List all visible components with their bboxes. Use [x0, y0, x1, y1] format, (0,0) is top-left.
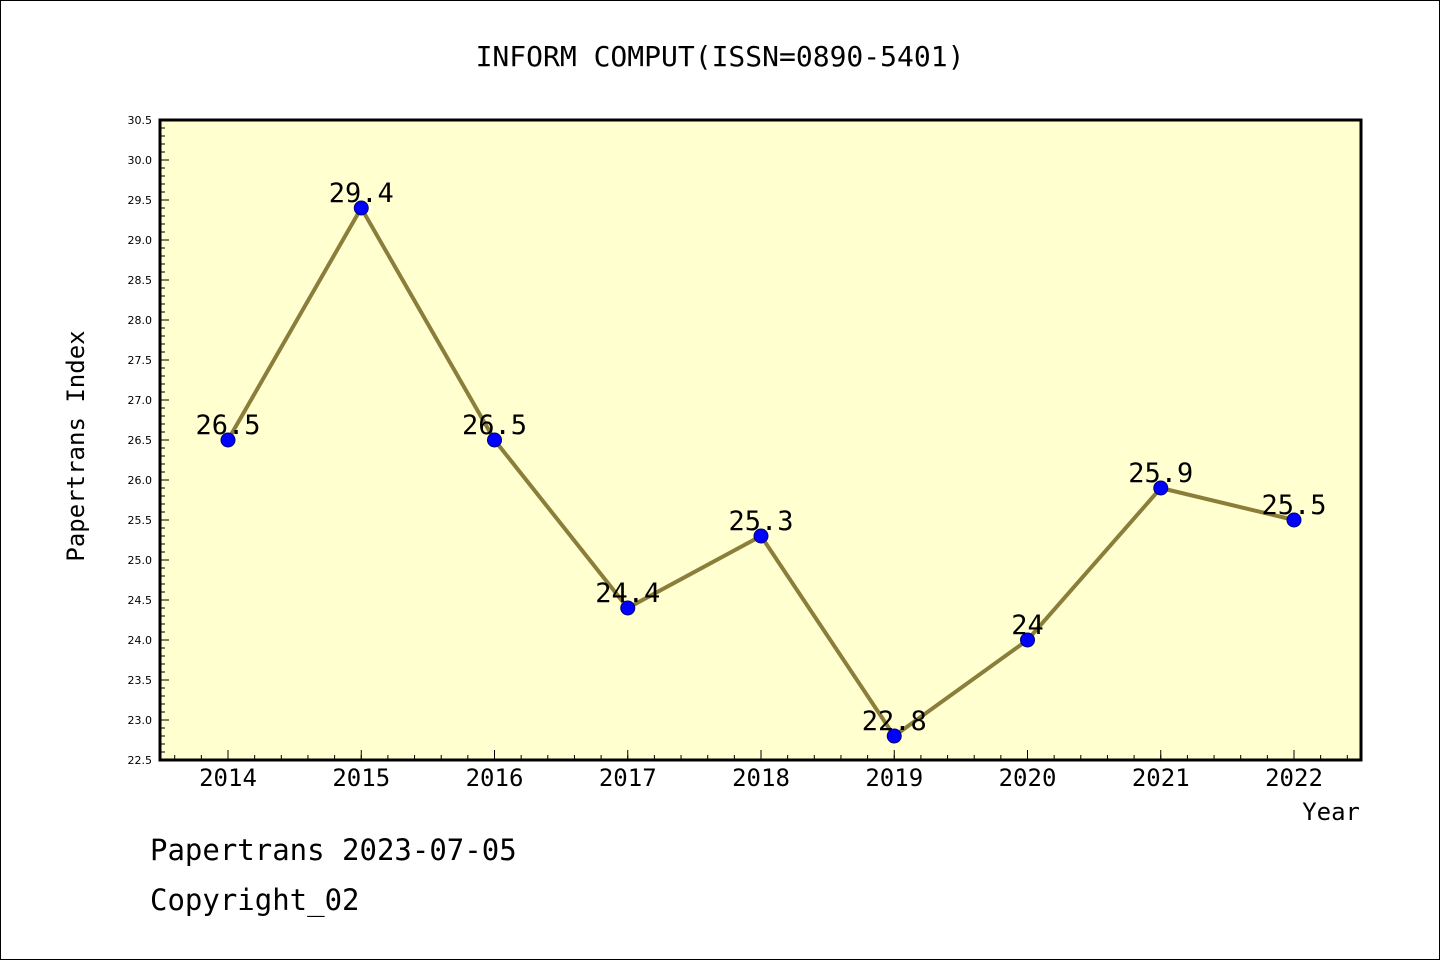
footer-date: Papertrans 2023-07-05 [150, 833, 517, 867]
y-tick-label: 26.5 [128, 434, 153, 447]
y-axis-label: Papertrans Index [62, 330, 90, 561]
y-tick-label: 26.0 [128, 474, 153, 487]
x-tick-label: 2022 [1265, 764, 1323, 792]
data-point [886, 728, 902, 744]
data-label: 25.9 [1128, 458, 1193, 489]
data-label: 25.5 [1261, 490, 1326, 521]
y-tick-label: 30.5 [128, 114, 153, 127]
y-tick-label: 23.0 [128, 714, 153, 727]
x-tick-label: 2016 [466, 764, 524, 792]
x-tick-label: 2015 [332, 764, 390, 792]
data-label: 29.4 [329, 178, 394, 209]
y-tick-label: 24.5 [128, 594, 153, 607]
y-axis: 22.5 23.0 23.5 24.0 24.5 25.0 25.5 26.0 26.5 27.0… [128, 114, 169, 767]
chart-title: INFORM COMPUT(ISSN=0890-5401) [476, 40, 965, 73]
y-tick-label: 25.0 [128, 554, 153, 567]
data-point [1153, 480, 1169, 496]
footer-copyright: Copyright_02 [150, 883, 360, 917]
x-tick-label: 2014 [199, 764, 257, 792]
data-label: 26.5 [462, 410, 527, 441]
x-tick-label: 2021 [1132, 764, 1190, 792]
y-tick-label: 25.5 [128, 514, 153, 527]
data-point [353, 200, 369, 216]
data-label: 26.5 [195, 410, 260, 441]
y-tick-label: 29.5 [128, 194, 153, 207]
data-label: 24 [1011, 610, 1044, 641]
data-label: 22.8 [862, 706, 927, 737]
x-tick-label: 2018 [732, 764, 790, 792]
y-tick-label: 27.5 [128, 354, 153, 367]
y-tick-label: 28.5 [128, 274, 153, 287]
data-point [1020, 632, 1035, 648]
data-point [1286, 512, 1302, 528]
data-label: 24.4 [595, 578, 660, 609]
y-tick-label: 22.5 [128, 754, 153, 767]
x-tick-label: 2020 [999, 764, 1057, 792]
y-tick-label: 23.5 [128, 674, 153, 687]
y-tick-label: 24.0 [128, 634, 153, 647]
data-point [487, 432, 502, 448]
y-tick-label: 27.0 [128, 394, 153, 407]
plot-area [158, 118, 1363, 762]
data-point [620, 600, 636, 616]
x-axis-label: Year [1302, 798, 1360, 826]
y-tick-label: 28.0 [128, 314, 153, 327]
data-label: 25.3 [728, 506, 793, 537]
data-point [220, 432, 236, 448]
x-tick-label: 2017 [599, 764, 657, 792]
x-axis: 2014 2015 2016 2017 2018 2019 2020 2021 2022 [174, 750, 1348, 792]
data-point [753, 528, 769, 544]
y-tick-label: 29.0 [128, 234, 153, 247]
x-tick-label: 2019 [865, 764, 923, 792]
y-tick-label: 30.0 [128, 154, 153, 167]
series-layer: 26.5 29.4 26.5 24.4 25.3 22.8 24 25.9 25.5 [195, 178, 1327, 744]
